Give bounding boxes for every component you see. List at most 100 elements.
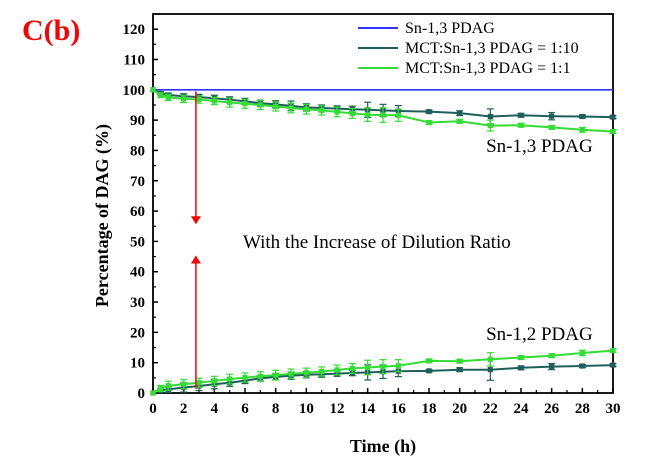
data-point [273, 103, 279, 110]
data-point [158, 92, 164, 98]
data-point [181, 381, 187, 387]
data-point [426, 368, 432, 374]
x-tick-label: 20 [452, 401, 467, 417]
data-point [349, 110, 355, 117]
y-tick-label: 10 [130, 356, 145, 372]
y-tick-label: 110 [123, 52, 145, 68]
y-axis-title: Percentage of DAG (%) [92, 124, 113, 307]
data-point [349, 365, 355, 372]
legend-label: MCT:Sn-1,3 PDAG = 1:10 [405, 40, 579, 57]
data-point [610, 362, 616, 368]
data-point [165, 94, 171, 100]
data-point [181, 96, 187, 102]
data-point [457, 367, 463, 373]
x-tick-label: 16 [391, 401, 407, 417]
data-point [426, 119, 432, 126]
data-point [150, 87, 156, 93]
data-point [579, 127, 585, 133]
data-point [257, 102, 263, 108]
data-point [242, 101, 248, 107]
x-tick-label: 22 [483, 401, 498, 417]
x-tick-label: 30 [606, 401, 621, 417]
y-tick-label: 120 [123, 22, 146, 38]
x-tick-label: 6 [241, 401, 249, 417]
annotation-label: Sn-1,2 PDAG [486, 324, 593, 345]
data-point [273, 372, 279, 378]
data-point [487, 356, 493, 362]
y-tick-label: 30 [130, 295, 145, 311]
data-point [380, 364, 386, 370]
y-tick-label: 100 [123, 83, 146, 99]
x-tick-label: 0 [149, 401, 157, 417]
data-point [518, 122, 524, 128]
data-point [365, 112, 371, 118]
x-tick-label: 18 [422, 401, 437, 417]
data-point [457, 358, 463, 364]
data-point [227, 376, 233, 382]
annotation-label: With the Increase of Dilution Ratio [243, 232, 511, 253]
data-point [319, 107, 325, 114]
panel-label: C(b) [22, 14, 81, 47]
x-axis-title: Time (h) [350, 436, 416, 457]
y-tick-label: 40 [130, 265, 145, 281]
data-point [288, 105, 294, 111]
data-point [610, 129, 616, 135]
x-tick-label: 26 [544, 401, 560, 417]
annotations: Sn-1,3 PDAG Sn-1,2 PDAG With the Increase … [190, 91, 593, 389]
legend-label: Sn-1,3 PDAG [405, 20, 495, 37]
data-point [303, 370, 309, 376]
data-point [227, 99, 233, 106]
data-point [319, 368, 325, 375]
data-series [150, 87, 617, 396]
data-point [288, 371, 294, 377]
y-tick-label: 90 [130, 113, 145, 129]
legend-label: MCT:Sn-1,3 PDAG = 1:1 [405, 60, 571, 77]
series-2 [150, 87, 617, 135]
data-point [165, 383, 171, 389]
data-point [549, 124, 555, 130]
data-point [334, 367, 340, 373]
x-tick-label: 8 [272, 401, 280, 417]
annotation-label: Sn-1,3 PDAG [486, 136, 593, 157]
data-point [365, 364, 371, 371]
data-point [579, 113, 585, 120]
x-tick-label: 4 [211, 401, 219, 417]
y-tick-label: 60 [130, 204, 145, 220]
y-tick-label: 20 [130, 325, 145, 341]
data-point [211, 98, 217, 104]
data-point [380, 112, 386, 118]
x-tick-label: 28 [575, 401, 590, 417]
data-point [518, 365, 524, 371]
series-4 [150, 347, 617, 396]
y-tick-label: 80 [130, 143, 145, 159]
data-point [426, 109, 432, 115]
data-point [487, 122, 493, 129]
data-point [518, 112, 524, 118]
data-point [211, 378, 217, 384]
x-tick-label: 2 [180, 401, 188, 417]
axis-ticks: 0 2 4 6 8 10 12 14 16 18 20 22 24 26 28 300102030405060… [92, 22, 621, 457]
data-point [196, 96, 202, 103]
data-point [579, 363, 585, 369]
data-point [610, 347, 616, 354]
data-point [549, 113, 555, 119]
x-tick-label: 24 [514, 401, 530, 417]
data-point [487, 113, 493, 120]
x-tick-label: 14 [360, 401, 376, 417]
data-point [150, 390, 156, 396]
legend: Sn-1,3 PDAG MCT:Sn-1,3 PDAG = 1:10 MCT:Sn-… [358, 20, 579, 77]
data-point [196, 380, 202, 386]
data-point [457, 118, 463, 124]
y-tick-label: 50 [130, 234, 145, 250]
data-point [334, 109, 340, 115]
data-point [549, 364, 555, 370]
data-point [426, 358, 432, 364]
data-point [242, 374, 248, 381]
x-tick-label: 12 [330, 401, 345, 417]
y-tick-label: 70 [130, 174, 145, 190]
data-point [395, 112, 401, 118]
y-tick-label: 0 [138, 386, 146, 402]
data-point [487, 367, 493, 373]
data-point [457, 110, 463, 116]
